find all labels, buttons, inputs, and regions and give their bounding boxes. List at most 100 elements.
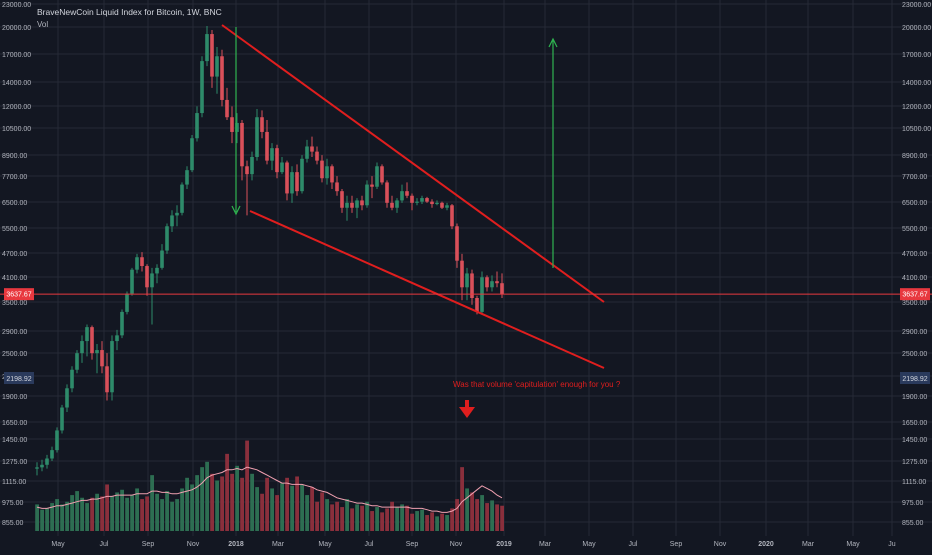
volume-bar: [465, 488, 469, 531]
volume-bar: [305, 495, 309, 531]
candle-body: [445, 205, 449, 208]
time-tick-label: Mar: [539, 541, 552, 548]
time-tick-label: 2019: [496, 541, 512, 548]
price-tick-left: 6500.00: [2, 200, 27, 207]
candle-body: [400, 191, 404, 201]
candle-body: [195, 113, 199, 139]
price-tick-right: 1900.00: [902, 394, 927, 401]
volume-bar: [410, 513, 414, 531]
volume-bar: [330, 504, 334, 531]
candle-body: [370, 184, 374, 187]
price-tick-right: 8900.00: [902, 153, 927, 160]
candle-body: [315, 151, 319, 161]
candle-body: [155, 267, 159, 274]
volume-bar: [60, 504, 64, 531]
candle-body: [265, 131, 269, 161]
price-tick-right: 5500.00: [902, 226, 927, 233]
price-tick-right: 14000.00: [902, 80, 931, 87]
candle-body: [425, 198, 429, 202]
candle-body: [260, 117, 264, 132]
price-tick-right: 4700.00: [902, 251, 927, 258]
time-tick-label: May: [318, 541, 332, 548]
price-tick-left: 1900.00: [2, 394, 27, 401]
volume-bar: [255, 487, 259, 531]
volume-bar: [205, 461, 209, 531]
volume-bar: [335, 501, 339, 531]
candle-body: [335, 182, 339, 192]
volume-bar: [105, 484, 109, 531]
volume-bar: [155, 493, 159, 531]
candle-body: [415, 201, 419, 203]
right-price-tag-text: 3637.67: [902, 292, 927, 299]
volume-bar: [175, 499, 179, 531]
volume-bar: [475, 499, 479, 531]
volume-bar: [455, 499, 459, 531]
measure-arrow-up[interactable]: [548, 37, 558, 268]
candle-body: [70, 369, 74, 389]
lower-trend-line[interactable]: [249, 210, 605, 369]
price-tick-right: 3500.00: [902, 300, 927, 307]
candle-body: [345, 202, 349, 208]
time-tick-label: 2020: [758, 541, 774, 548]
price-tick-right: 1115.00: [902, 479, 926, 486]
volume-bar: [215, 480, 219, 531]
candles: [35, 25, 504, 476]
volume-bar: [180, 488, 184, 531]
time-tick-label: Nov: [450, 541, 463, 548]
price-tick-right: 975.00: [902, 500, 924, 507]
candle-body: [320, 160, 324, 179]
price-tick-right: 17000.00: [902, 52, 931, 59]
candle-body: [375, 166, 379, 187]
candle-body: [305, 146, 309, 159]
volume-bar: [370, 511, 374, 531]
volume-bar: [260, 493, 264, 531]
candle-body: [125, 293, 129, 312]
volume-bar: [170, 501, 174, 531]
time-tick-label: Mar: [802, 541, 815, 548]
price-tick-right: 6500.00: [902, 200, 927, 207]
candle-body: [365, 184, 369, 206]
left-marker-text: 2198.92: [6, 376, 31, 383]
price-tick-left: 10500.00: [2, 126, 31, 133]
volume-bar: [70, 495, 74, 531]
volume-bar: [440, 513, 444, 531]
volume-bar: [135, 488, 139, 531]
price-tick-left: 1115.00: [2, 479, 26, 486]
upper-trend-line[interactable]: [221, 24, 605, 303]
volume-bar: [425, 515, 429, 531]
candle-body: [35, 467, 39, 469]
candle-body: [205, 34, 209, 62]
volume-bar: [195, 475, 199, 531]
measure-arrow-down[interactable]: [231, 27, 241, 216]
volume-bar: [75, 491, 79, 531]
price-tick-right: 1450.00: [902, 437, 927, 444]
candle-body: [290, 172, 294, 194]
price-tick-left: 1650.00: [2, 420, 27, 427]
candle-body: [270, 148, 274, 161]
price-tick-left: 2500.00: [2, 351, 27, 358]
right-marker-text: 2198.92: [902, 376, 927, 383]
volume-bar: [115, 492, 119, 531]
volume-bar: [480, 495, 484, 531]
volume-bar: [315, 501, 319, 531]
volume-bar: [280, 483, 284, 531]
candle-body: [295, 172, 299, 192]
volume-bar: [125, 497, 129, 531]
price-tick-left: 975.00: [2, 500, 24, 507]
candle-body: [385, 182, 389, 203]
volume-bar: [300, 484, 304, 531]
time-tick-label: Jul: [365, 541, 374, 548]
candle-body: [330, 166, 334, 183]
candle-body: [55, 430, 59, 451]
volume-bar: [350, 508, 354, 531]
candle-body: [240, 122, 244, 167]
price-tick-right: 2500.00: [902, 351, 927, 358]
candle-body: [65, 388, 69, 408]
candle-body: [145, 266, 149, 288]
candle-body: [210, 34, 214, 77]
candle-body: [150, 273, 154, 288]
candle-body: [475, 298, 479, 312]
candle-body: [200, 61, 204, 114]
